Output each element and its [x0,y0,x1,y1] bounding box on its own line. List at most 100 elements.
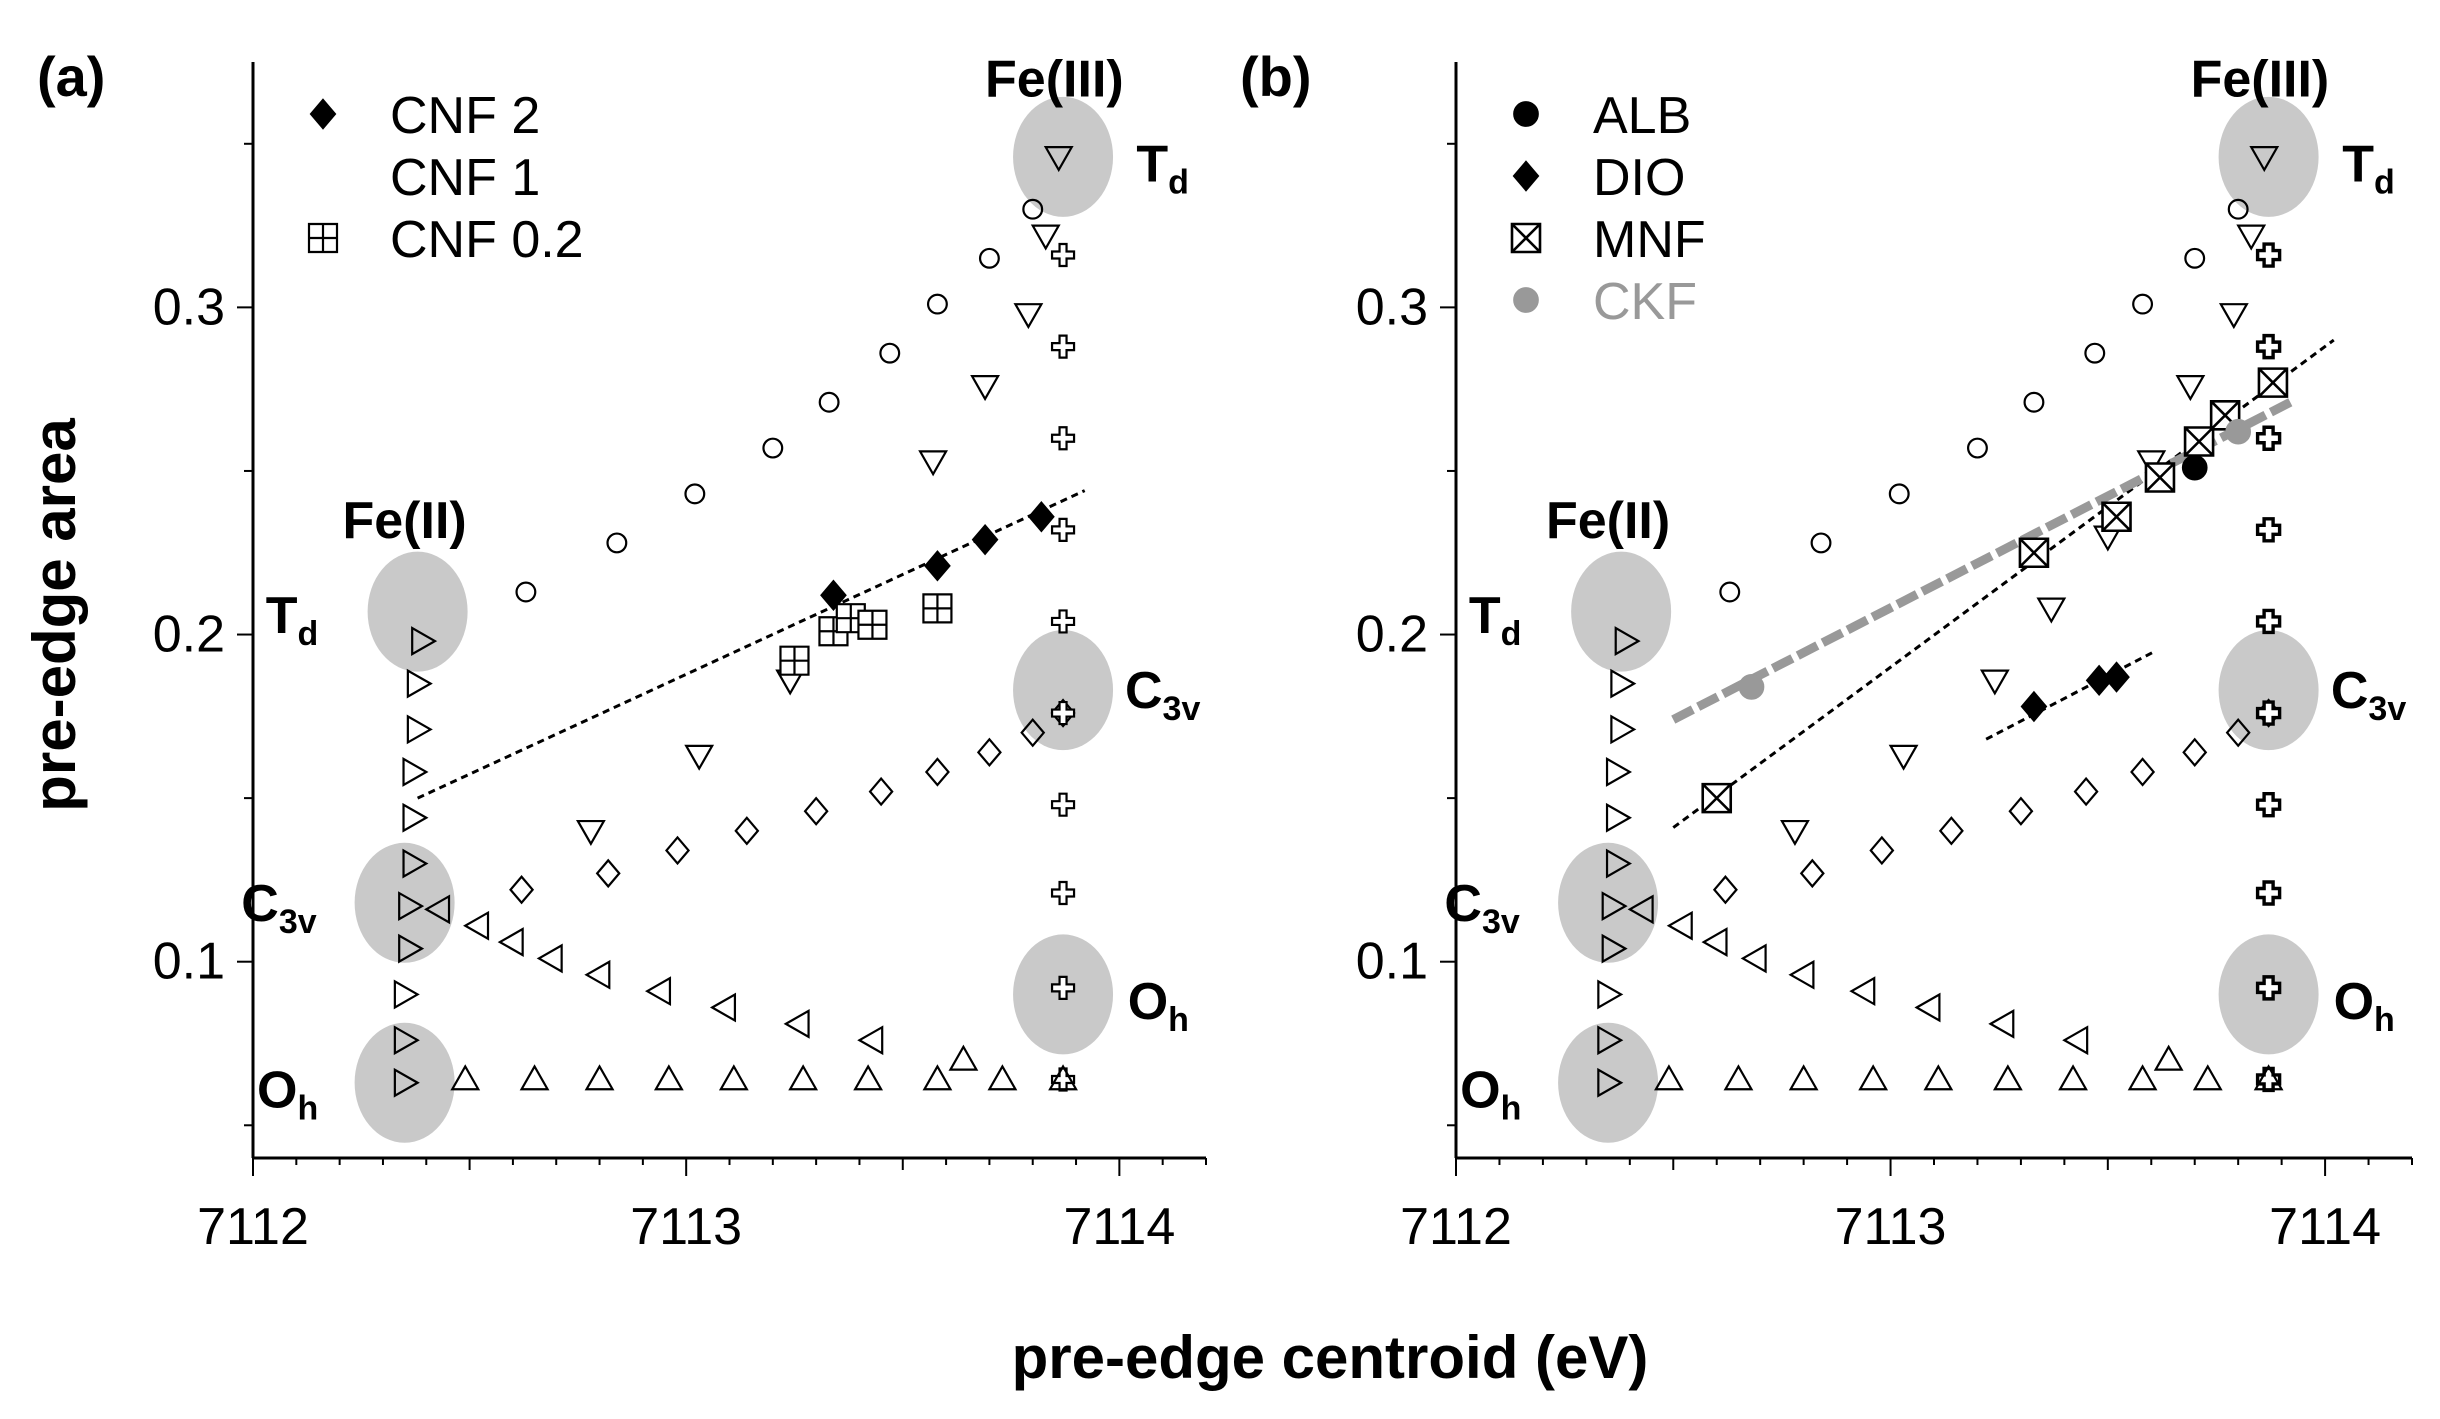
reference-point [1030,224,1061,251]
reference-point [1979,669,2010,696]
reference-point [2084,342,2106,364]
reference-point [1605,848,1632,879]
data-point [2018,537,2050,569]
reference-point [2132,293,2154,315]
reference-point [1992,1064,2023,1091]
x-tick-label: 7112 [197,1198,309,1256]
region-ellipse-fe3-c3v [2218,630,2319,751]
reference-point [463,910,490,941]
reference-point [853,1064,884,1091]
reference-point [2236,224,2267,251]
oxidation-state-label: Fe(II) [343,492,467,550]
reference-point [393,979,420,1010]
reference-point [2255,791,2282,818]
reference-point [970,375,1000,402]
reference-point [411,626,438,656]
reference-point [922,1064,953,1091]
region-label-sub: h [2374,1001,2395,1039]
region-label-sub: d [297,615,318,653]
reference-point [1050,609,1076,634]
region-ellipse-fe2-c3v [1558,842,1659,963]
reference-point [879,342,901,364]
region-ellipse-fe3-td [1013,96,1114,217]
reference-point [2175,375,2206,402]
reference-point [1610,668,1637,699]
region-ellipse-fe2-oh [354,1022,455,1143]
reference-point [803,796,829,826]
reference-point [2184,247,2206,269]
panel-label: (b) [1240,45,1312,108]
reference-point [926,293,948,315]
reference-point [1597,1067,1624,1098]
reference-point [2255,608,2282,635]
data-point [2144,462,2176,493]
reference-point [2182,737,2208,768]
reference-point [762,437,784,459]
reference-point [1050,242,1076,268]
reference-point [1810,532,1832,554]
y-tick-label: 0.2 [153,606,225,664]
data-point [2257,367,2289,398]
reference-point [1966,437,1988,459]
reference-point [684,744,715,771]
legend-label: ALB [1593,87,1691,145]
legend-label: CNF 0.2 [390,211,584,269]
x-tick-label: 7113 [1835,1198,1947,1256]
data-point [1738,674,1765,700]
legend-marker [1513,101,1539,127]
reference-point [1723,1064,1754,1091]
reference-point [2023,391,2045,413]
reference-point [1923,1064,1954,1091]
x-axis-title: pre-edge centroid (eV) [1012,1324,1649,1391]
reference-point [1740,943,1767,974]
region-label-fe2-oh: Oh [257,1061,318,1127]
region-label-main: C [241,875,279,933]
reference-point [1788,1064,1819,1091]
data-point [1028,501,1055,533]
reference-point [2255,517,2282,543]
reference-point [2130,757,2156,787]
reference-point [1614,626,1641,656]
reference-point [709,992,737,1023]
region-label-main: T [1136,135,1168,193]
reference-point [2218,303,2249,330]
reference-point [2227,198,2249,220]
region-label-main: O [257,1061,297,1119]
reference-point [2153,1044,2184,1071]
reference-point [1605,802,1632,833]
region-label-main: O [2334,973,2374,1031]
reference-point [684,483,706,505]
reference-point [1780,819,1810,847]
reference-point [1666,910,1693,941]
reference-point [924,757,950,787]
reference-point [2058,1064,2088,1091]
legend-label: CNF 2 [390,87,540,145]
reference-point [2073,776,2099,807]
reference-point [575,819,606,847]
data-point [779,645,810,676]
reference-point [509,875,535,905]
region-label-sub: 3v [1163,690,1201,728]
reference-point [868,776,894,807]
reference-point [1050,334,1076,359]
data-point [922,593,953,624]
reference-point [1858,1064,1889,1091]
reference-point [1020,717,1046,748]
y-tick-label: 0.3 [1356,278,1428,336]
y-tick-label: 0.1 [1356,933,1428,991]
data-point [2103,661,2130,693]
reference-point [1022,198,1044,220]
reference-point [1712,875,1738,905]
reference-point [2253,1064,2284,1091]
data-point [2101,501,2132,533]
reference-point [1719,581,1741,603]
reference-point [398,891,425,921]
reference-point [1601,891,1628,921]
reference-point [976,737,1002,768]
reference-point [402,802,429,833]
reference-point [665,835,691,866]
region-label-main: T [2342,135,2374,193]
reference-point [2062,1025,2089,1056]
